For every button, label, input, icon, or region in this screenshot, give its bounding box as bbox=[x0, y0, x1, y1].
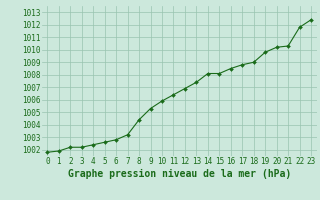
X-axis label: Graphe pression niveau de la mer (hPa): Graphe pression niveau de la mer (hPa) bbox=[68, 169, 291, 179]
